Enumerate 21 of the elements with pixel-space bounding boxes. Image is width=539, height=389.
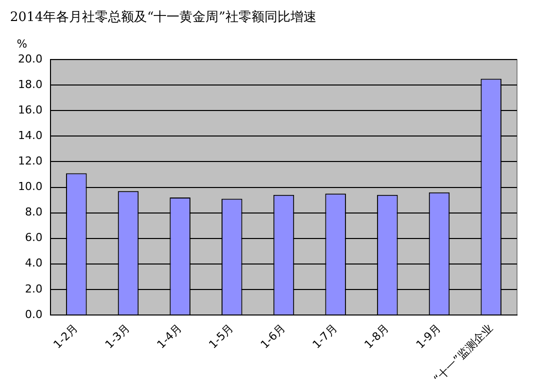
x-tick-label: 1-6月 <box>258 322 288 352</box>
y-tick-label: 10.0 <box>18 180 42 194</box>
y-tick-label: 0.0 <box>24 308 42 321</box>
x-tick-label: 1-8月 <box>362 322 392 352</box>
x-tick-label: 1-2月 <box>50 322 81 352</box>
y-tick-label: 12.0 <box>18 154 42 168</box>
y-tick-label: 20.0 <box>18 52 42 66</box>
chart-title: 2014年各月社零总额及“十一黄金周”社零额同比增速 <box>10 10 316 26</box>
x-tick-label: 1-4月 <box>154 322 184 352</box>
y-tick-label: 14.0 <box>18 129 42 142</box>
x-tick-label: 1-3月 <box>102 322 132 352</box>
y-tick-label: 16.0 <box>18 104 42 117</box>
y-tick-label: 18.0 <box>18 78 42 91</box>
y-tick-label: 4.0 <box>24 256 42 270</box>
y-axis-title: % <box>16 38 28 51</box>
y-tick-label: 2.0 <box>24 282 42 296</box>
x-tick-label: 1-7月 <box>310 322 340 352</box>
x-tick-label: 1-5月 <box>206 322 236 352</box>
x-tick-label: 1-9月 <box>414 322 444 352</box>
y-tick-label: 6.0 <box>24 231 42 244</box>
y-tick-label: 8.0 <box>24 206 42 219</box>
